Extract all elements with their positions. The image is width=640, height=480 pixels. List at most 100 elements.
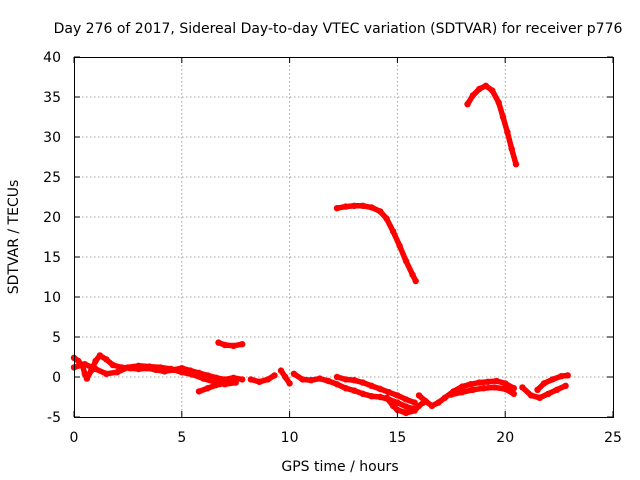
series-line-s15 <box>464 83 519 167</box>
data-point <box>493 377 500 385</box>
data-point <box>377 393 384 401</box>
data-point <box>464 101 471 108</box>
data-point <box>495 99 502 106</box>
data-point <box>195 388 203 395</box>
series-line-s2 <box>71 361 239 387</box>
data-point <box>83 375 91 382</box>
data-point <box>286 380 293 387</box>
y-tick-label: 30 <box>43 130 61 146</box>
data-point <box>458 383 466 390</box>
data-point <box>264 376 272 383</box>
data-point <box>96 352 104 359</box>
data-point <box>299 376 306 383</box>
data-point <box>394 392 401 399</box>
data-point <box>247 376 254 383</box>
data-point <box>402 396 410 403</box>
data-point <box>411 407 418 414</box>
data-point <box>342 376 349 383</box>
x-tick-label: 20 <box>496 430 514 446</box>
data-point <box>92 365 99 373</box>
data-point <box>504 129 511 136</box>
data-point <box>402 403 410 410</box>
data-point <box>124 364 132 371</box>
data-point <box>239 376 246 383</box>
data-point <box>402 257 410 265</box>
data-point <box>562 382 569 389</box>
y-tick-label: 15 <box>43 250 61 266</box>
data-point <box>536 394 543 401</box>
data-point <box>333 205 341 212</box>
data-point <box>558 373 565 380</box>
data-point <box>157 364 164 371</box>
data-point <box>458 389 466 396</box>
data-point <box>469 386 477 393</box>
x-tick-label: 10 <box>281 430 299 446</box>
data-point <box>113 369 121 376</box>
data-point <box>351 387 358 394</box>
data-point <box>422 397 429 405</box>
data-point <box>213 381 220 389</box>
data-point <box>394 406 401 413</box>
data-point <box>435 399 442 406</box>
data-point <box>230 374 237 381</box>
data-point <box>277 367 285 374</box>
data-point <box>282 373 289 381</box>
axis-ticks: 0 5 10 15 20 25 -5 0 5 10 15 20 25 30 35 40 <box>43 50 622 446</box>
data-point <box>389 228 397 235</box>
data-point <box>510 390 517 397</box>
data-point <box>368 382 375 389</box>
x-tick-label: 25 <box>604 430 622 446</box>
y-tick-label: 5 <box>52 330 61 346</box>
x-tick-label: 0 <box>70 430 79 446</box>
data-point <box>476 85 483 93</box>
data-point <box>221 341 229 349</box>
chart-title: Day 276 of 2017, Sidereal Day-to-day VTE… <box>54 21 623 37</box>
data-point <box>221 380 229 387</box>
data-point <box>351 202 358 209</box>
data-point <box>351 377 358 384</box>
x-tick-label: 15 <box>388 430 406 446</box>
data-point <box>484 378 492 385</box>
data-point <box>428 402 436 409</box>
data-point <box>146 363 153 370</box>
data-point <box>549 376 556 383</box>
data-point <box>204 385 211 392</box>
data-point <box>448 391 455 398</box>
data-point <box>467 381 474 388</box>
data-point <box>396 242 403 249</box>
data-point <box>564 372 571 379</box>
series-line-s14 <box>334 203 419 284</box>
data-point <box>81 370 89 377</box>
data-point <box>290 370 298 377</box>
y-tick-label: 20 <box>43 210 61 226</box>
data-point <box>512 161 520 168</box>
data-point <box>377 208 384 215</box>
plot-frame <box>74 57 614 418</box>
y-tick-label: 40 <box>43 50 61 66</box>
data-point <box>333 373 341 381</box>
data-point <box>441 394 448 401</box>
data-point <box>527 392 535 399</box>
data-point <box>239 341 246 348</box>
data-point <box>545 390 552 397</box>
plot-area <box>70 82 571 417</box>
data-point <box>482 82 489 90</box>
data-point <box>415 392 423 399</box>
data-point <box>402 409 410 417</box>
data-point <box>476 379 483 386</box>
data-point <box>385 389 392 396</box>
data-point <box>553 386 561 393</box>
data-point <box>359 390 367 397</box>
series-line-s4 <box>215 339 245 349</box>
data-point <box>135 362 142 369</box>
data-point <box>189 371 196 378</box>
data-point <box>409 271 416 278</box>
y-tick-label: 25 <box>43 170 61 186</box>
data-point <box>75 357 82 365</box>
data-point <box>469 92 477 99</box>
data-point <box>316 375 323 382</box>
data-point <box>232 379 239 386</box>
data-point <box>411 399 418 406</box>
data-point <box>540 380 548 387</box>
